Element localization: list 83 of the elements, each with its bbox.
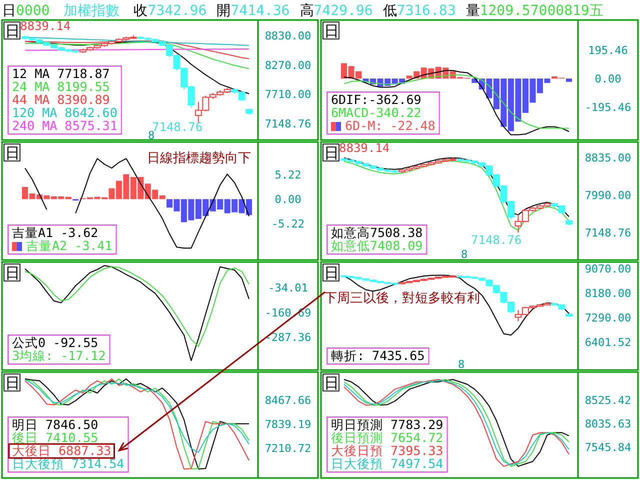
y-tick-label: 8035.63 [584,418,632,431]
text: 量 [466,3,480,19]
y-tick-label: 8270.00 [264,58,312,72]
text: 開 [216,3,231,19]
text: 轉折: 7435.65 [331,348,425,363]
annotation: 8839.14 [20,19,71,33]
series-label: 6DIF:-362.69 [331,92,422,107]
chart-title: 日 [324,374,339,392]
text: 如意高7508.38 [331,225,423,240]
y-tick-label: 8525.42 [584,394,632,408]
y-tick-label: 7839.19 [264,418,312,432]
line-series [24,266,250,347]
text: 日大後預 7314.54 [12,456,124,471]
y-tick-label: 8467.66 [264,394,312,408]
text: 7342.96 [148,3,207,19]
text: 低 [382,3,397,19]
text: 44 MA 8390.89 [12,92,110,107]
text: 公式0 -92.55 [12,335,98,350]
line-series [24,40,250,60]
text: 日 [2,3,16,19]
y-tick-label: -195.46 [584,101,632,114]
y-tick-label: 7148.76 [264,117,312,130]
annotation: 下周三以後，對短多較有利 [324,291,480,306]
y-tick-label: -287.36 [264,330,312,344]
text: 日大後預 7497.54 [331,456,444,471]
series-label: 明日 7846.50 [12,417,98,432]
y-tick-label: 8835.00 [584,152,632,165]
text: 如意低7408.09 [331,238,423,253]
y-tick-label: 7210.72 [264,442,312,456]
y-tick-label: 7290.00 [584,311,632,324]
legend-label: 6D-M: -22.48 [345,118,436,133]
annotation: 8839.14 [339,141,390,155]
text: 後日 7410.55 [12,430,98,445]
y-tick-label: 0.00 [274,193,302,206]
legend-label: 吉量A2 -3.41 [26,238,112,253]
chart-title: 日 [5,144,20,162]
series-label: 明日預測 7783.29 [331,417,444,432]
line-series [344,157,570,218]
text: 7316.83 [396,3,456,19]
text: 7414.36 [230,3,290,19]
text: 高 [300,3,314,19]
text: 後日預測 7654.72 [331,430,444,445]
y-tick-label: 5.22 [274,168,302,182]
chart-title: 日 [324,144,339,162]
y-tick-label: 6401.52 [584,336,632,349]
text: 120 MA 8642.60 [12,105,118,120]
chart-title: 日 [5,264,20,282]
y-tick-label: 8180.00 [584,287,632,300]
text: 7429.96 [314,3,373,19]
annotation: 8 [461,248,468,261]
y-tick-label: 8830.00 [264,30,312,43]
y-tick-label: 7990.00 [584,189,632,202]
annotation: 8 [458,358,465,371]
bar [566,78,572,82]
text: 0000 [16,3,50,19]
chart-title: 日 [324,264,339,282]
text: 1209.57000819五 [480,3,604,19]
y-tick-label: 195.46 [588,44,628,57]
line-series [24,378,250,470]
y-tick-label: 7148.76 [584,226,632,240]
text: 24 MA 8199.55 [12,79,110,94]
annotation: 日線指標趨勢向下 [147,151,251,166]
chart-title: 日 [324,22,339,40]
y-tick-label: 7545.84 [584,441,632,454]
y-tick-label: 9070.00 [584,262,632,276]
y-tick-label: -34.01 [268,282,308,295]
text: 收 [134,3,148,19]
text: 240 MA 8575.31 [12,118,118,133]
text: 加權指數 [64,3,120,19]
series-label: 12 MA 7718.87 [12,66,110,81]
series-label: 6MACD-340.22 [331,105,422,120]
annotation: 8 [148,129,155,142]
annotation: 7148.76 [471,233,522,247]
chart-title: 日 [5,22,20,40]
text: 3均線: -17.12 [12,348,106,363]
y-tick-label: 0.00 [594,72,622,86]
y-tick-label: -5.22 [271,218,305,231]
chart-title: 日 [5,374,20,392]
y-tick-label: 7710.00 [264,88,312,102]
line-series [24,42,250,70]
text: 大後日預 7395.33 [331,443,444,458]
series-label: 吉量A1 -3.62 [12,225,98,240]
text: 大後日 6887.33 [12,443,112,458]
